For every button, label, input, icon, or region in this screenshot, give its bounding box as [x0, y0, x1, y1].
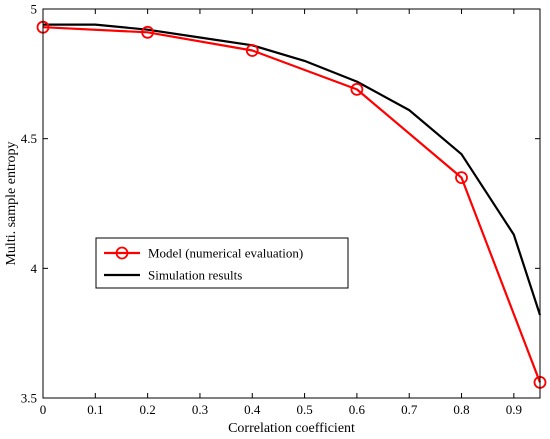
legend-marker-1 [115, 246, 129, 260]
y-axis-title: Multi. sample entropy [4, 141, 19, 265]
data-point [350, 83, 364, 96]
x-tick-label: 0.6 [349, 402, 366, 417]
x-tick-label: 0 [40, 402, 47, 417]
x-tick-label: 0.1 [87, 402, 103, 417]
x-tick-label: 0.3 [192, 402, 208, 417]
y-tick-label: 3.5 [21, 391, 37, 406]
plot-frame [42, 8, 541, 399]
legend-box [95, 237, 349, 289]
x-tick-label: 0.4 [244, 402, 261, 417]
series-line-2 [43, 23, 542, 316]
x-tick-label: 0.2 [140, 402, 156, 417]
x-tick-label: 0.5 [296, 402, 312, 417]
x-tick-label: 0.8 [453, 402, 469, 417]
x-tick-label: 0.9 [506, 402, 522, 417]
data-point [245, 44, 259, 57]
y-tick-label: 4.5 [21, 131, 37, 146]
data-point [455, 171, 468, 185]
legend: Model (numerical evaluation) Simulation r… [95, 237, 349, 289]
legend-label-2: Simulation results [148, 268, 242, 283]
axes-layer: 0 0.1 0.2 0.3 0.4 0.5 0.6 0.7 0.8 0.9 3.5 4 4.5 5 [21, 2, 541, 417]
data-point [141, 25, 155, 39]
legend-label-1: Model (numerical evaluation) [148, 246, 303, 261]
series-line-1 [42, 26, 542, 383]
x-tick-label: 0.7 [401, 402, 418, 417]
plot-layer [36, 20, 547, 389]
y-tick-label: 5 [31, 2, 38, 17]
x-axis-title: Correlation coefficient [228, 421, 355, 436]
y-tick-label: 4 [31, 261, 38, 276]
